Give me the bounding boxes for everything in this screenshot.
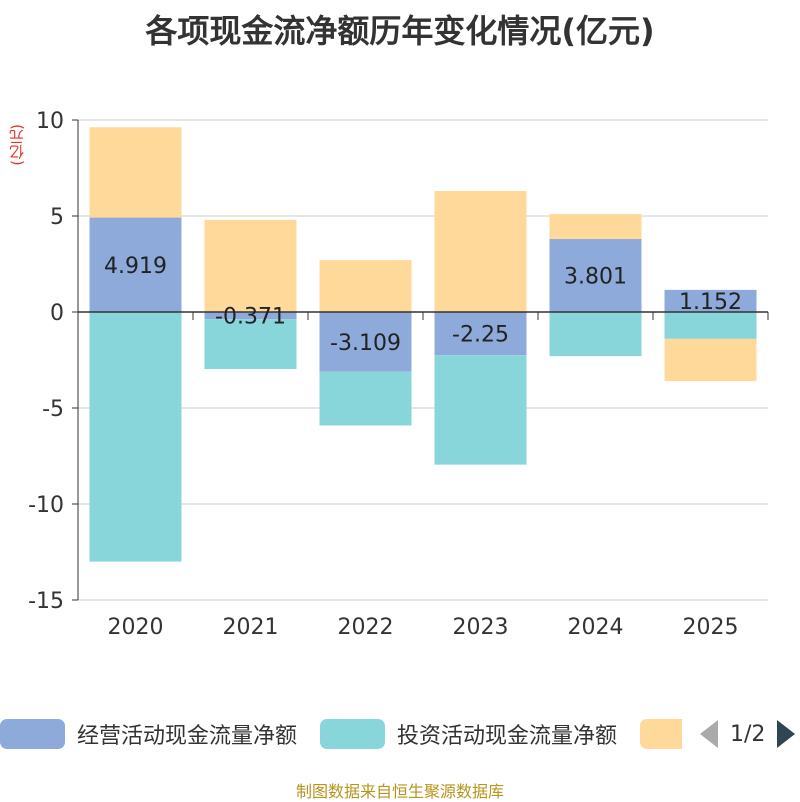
data-label: 3.801 — [564, 265, 627, 290]
data-label: 4.919 — [104, 254, 167, 279]
bar-segment — [90, 312, 182, 562]
legend-item-financing[interactable] — [640, 716, 694, 752]
legend-pager: 1/2 — [700, 716, 795, 752]
data-label: 1.152 — [679, 290, 742, 315]
data-label: -0.371 — [215, 305, 286, 330]
x-tick-label: 2021 — [223, 615, 279, 640]
legend-swatch-financing — [640, 719, 682, 749]
bar-segment — [550, 312, 642, 356]
legend-label-investing: 投资活动现金流量净额 — [397, 718, 617, 750]
legend-label-operating: 经营活动现金流量净额 — [77, 718, 297, 750]
x-tick-label: 2020 — [108, 615, 164, 640]
bar-chart: 10 5 0 -5 -10 -15 2020 2021 2022 2023 2024 2025 4.91… — [0, 0, 800, 700]
data-source-note: 制图数据来自恒生聚源数据库 — [0, 778, 800, 802]
y-tick-label: 10 — [36, 109, 64, 134]
bar-segment — [435, 191, 527, 312]
data-label: -2.25 — [452, 323, 509, 348]
legend-swatch-operating — [0, 719, 65, 749]
legend-swatch-investing — [320, 719, 385, 749]
bar-segment — [665, 312, 757, 339]
bar-segment — [90, 127, 182, 217]
bar-segment — [320, 372, 412, 426]
x-tick-label: 2025 — [683, 615, 739, 640]
legend-prev-page-icon[interactable] — [700, 720, 718, 748]
legend-item-investing[interactable]: 投资活动现金流量净额 — [320, 716, 617, 752]
x-tick-label: 2024 — [568, 615, 624, 640]
legend: 经营活动现金流量净额 投资活动现金流量净额 — [0, 716, 800, 752]
y-tick-label: -10 — [28, 493, 64, 518]
bar-segment — [665, 339, 757, 381]
data-label: -3.109 — [330, 331, 401, 356]
y-tick-label: 5 — [50, 205, 64, 230]
legend-page-indicator: 1/2 — [730, 722, 765, 747]
y-tick-label: 0 — [50, 301, 64, 326]
legend-item-operating[interactable]: 经营活动现金流量净额 — [0, 716, 297, 752]
y-tick-label: -5 — [42, 397, 64, 422]
bar-segment — [550, 214, 642, 239]
legend-next-page-icon[interactable] — [777, 720, 795, 748]
bar-segment — [435, 355, 527, 464]
y-tick-label: -15 — [28, 589, 64, 614]
x-tick-label: 2022 — [338, 615, 394, 640]
bar-segment — [320, 260, 412, 312]
bar-segment — [205, 220, 297, 312]
x-tick-label: 2023 — [453, 615, 509, 640]
